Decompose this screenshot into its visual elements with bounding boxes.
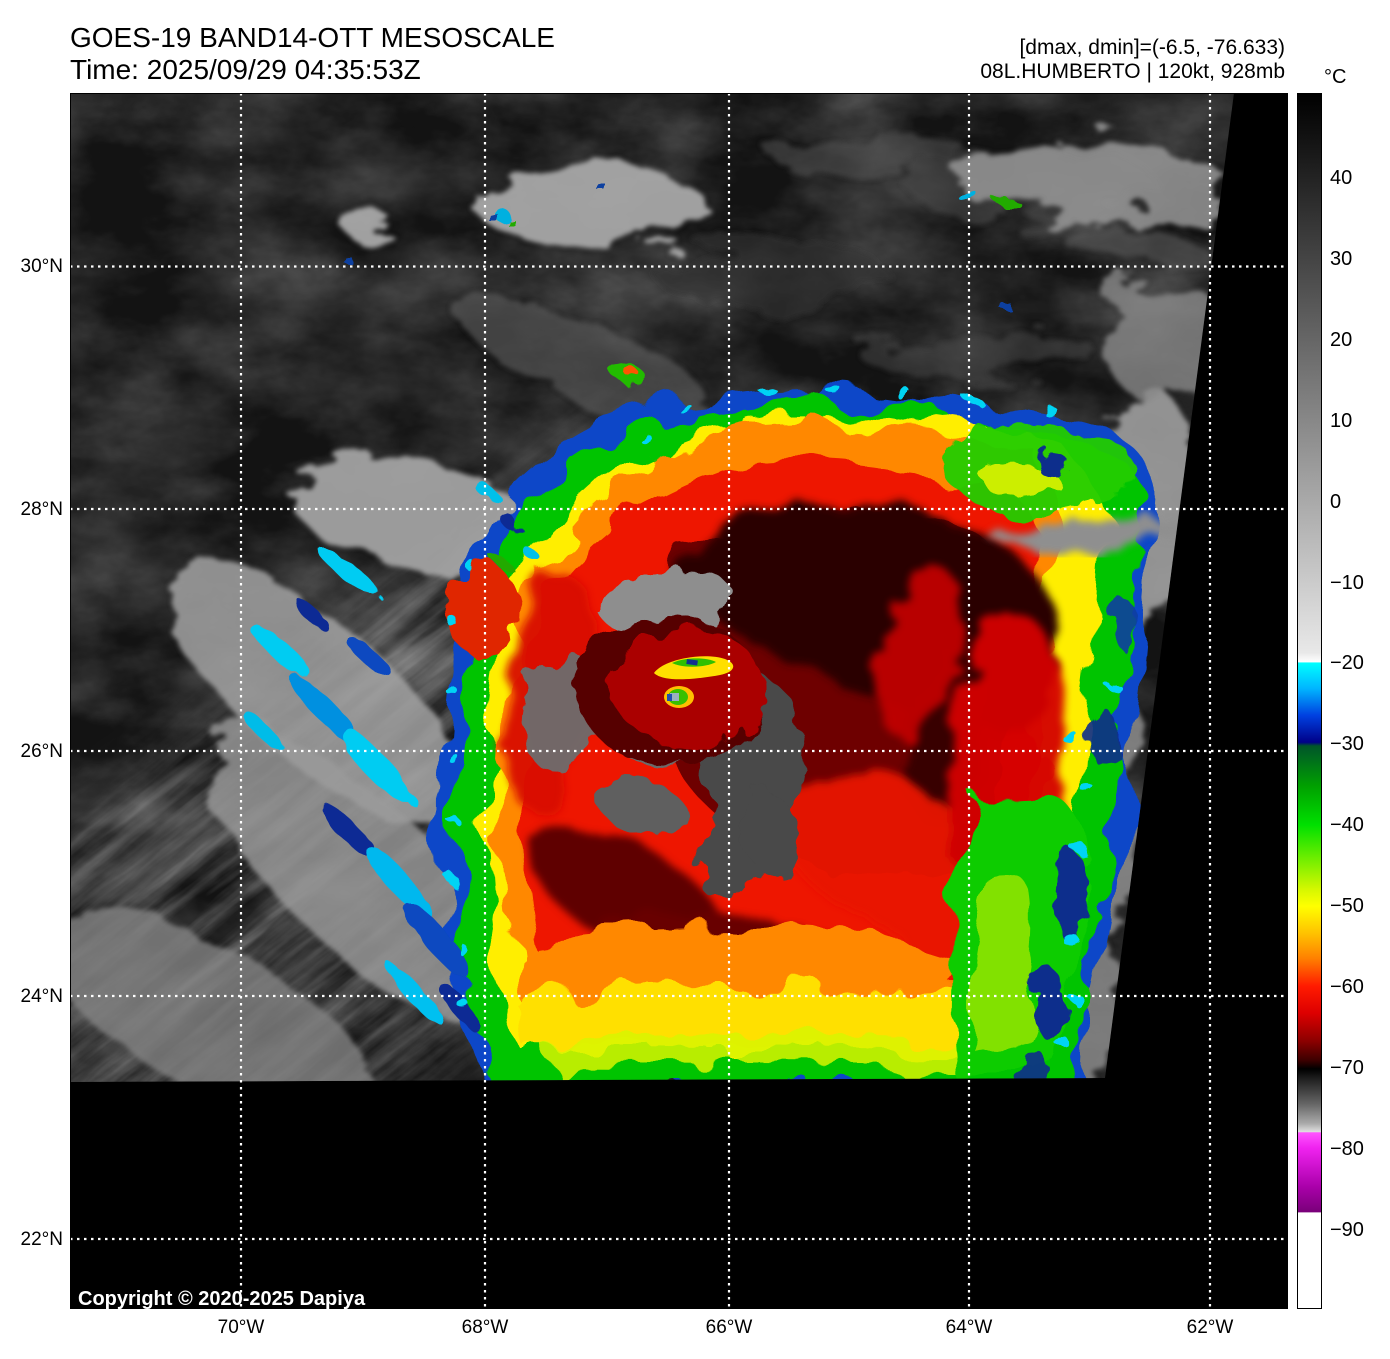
svg-text:Copyright © 2020-2025 Dapiya: Copyright © 2020-2025 Dapiya xyxy=(78,1288,366,1309)
